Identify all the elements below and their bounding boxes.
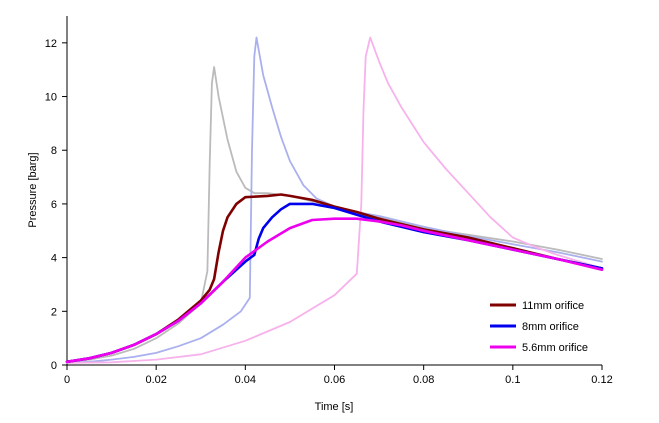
x-tick-label: 0 bbox=[64, 374, 70, 386]
y-tick-label: 8 bbox=[51, 145, 57, 157]
x-axis-label: Time [s] bbox=[315, 401, 354, 413]
x-ticks: 0 0.02 0.04 0.06 0.08 0.1 0.12 bbox=[64, 365, 613, 386]
x-tick-label: 0.02 bbox=[145, 374, 166, 386]
y-tick-label: 12 bbox=[45, 38, 57, 50]
x-tick-label: 0.08 bbox=[413, 374, 434, 386]
x-tick-label: 0.1 bbox=[505, 374, 520, 386]
series-line-0 bbox=[66, 66, 603, 364]
series-line-5 bbox=[65, 217, 604, 364]
y-tick-label: 0 bbox=[51, 360, 57, 372]
legend: 11mm orifice 8mm orifice 5.6mm orifice bbox=[490, 300, 588, 354]
axes bbox=[66, 16, 602, 366]
x-tick-label: 0.06 bbox=[324, 374, 345, 386]
legend-label: 8mm orifice bbox=[522, 321, 579, 333]
y-axis-label: Pressure [barg] bbox=[27, 152, 39, 227]
x-tick-label: 0.12 bbox=[591, 374, 612, 386]
y-tick-label: 4 bbox=[51, 253, 57, 265]
x-tick-label: 0.04 bbox=[235, 374, 256, 386]
legend-label: 11mm orifice bbox=[522, 300, 584, 312]
series-line-1 bbox=[66, 36, 603, 364]
series-layer bbox=[65, 36, 604, 364]
y-ticks: 0 2 4 6 8 10 12 bbox=[45, 38, 67, 372]
series-line-2 bbox=[66, 36, 603, 364]
y-tick-label: 10 bbox=[45, 92, 57, 104]
y-tick-label: 2 bbox=[51, 306, 57, 318]
legend-label: 5.6mm orifice bbox=[522, 342, 588, 354]
y-tick-label: 6 bbox=[51, 199, 57, 211]
